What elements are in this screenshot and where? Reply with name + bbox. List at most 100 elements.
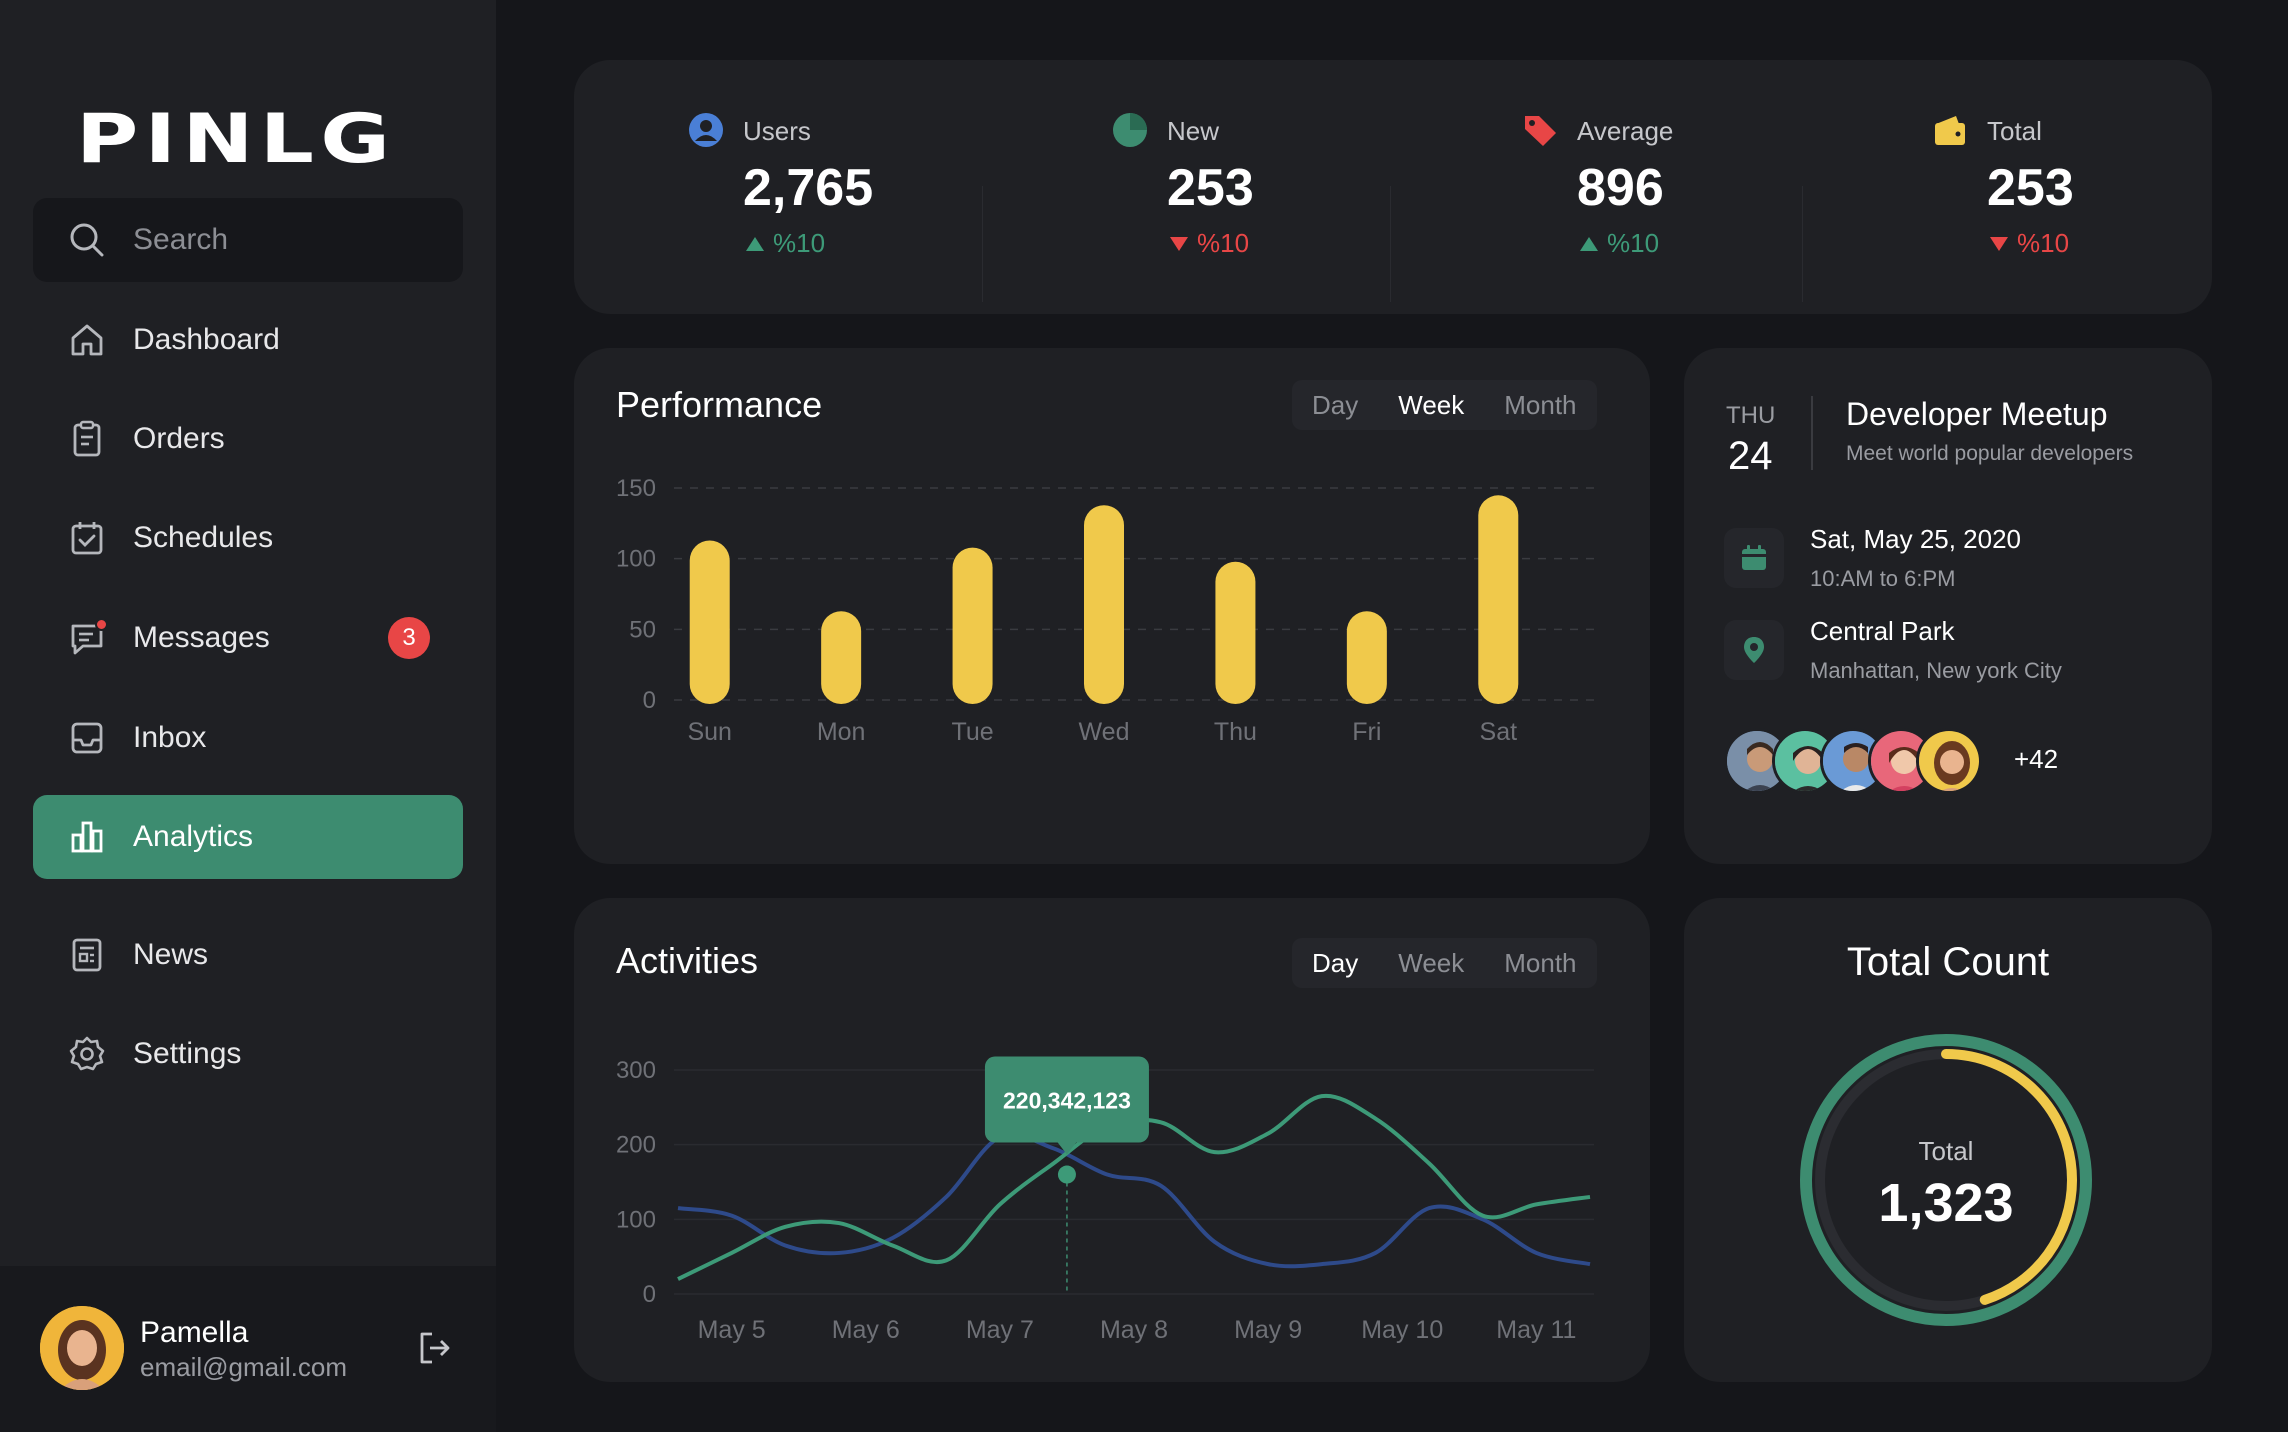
stat-label-average: Average — [1577, 116, 1674, 146]
x-tick-label: Sun — [687, 718, 731, 746]
total-count-donut — [1800, 1034, 2092, 1326]
x-tick-label: Tue — [951, 718, 993, 746]
tab-day[interactable]: Day — [1312, 389, 1359, 420]
stat-change-average: %10 — [1579, 228, 1659, 259]
user-circle-icon — [689, 113, 723, 147]
y-tick-label: 0 — [643, 1281, 656, 1308]
calendar-icon — [1742, 545, 1766, 570]
event-address: Manhattan, New york City — [1810, 658, 2062, 683]
x-tick-label: Wed — [1079, 718, 1130, 746]
nav-item-orders[interactable]: Orders — [33, 397, 463, 481]
activities-line-chart: 0 100 200 300 May 5 May 6 May 7 May 8 May 9 May 1… — [616, 1056, 1594, 1344]
stat-change-total: %10 — [1989, 228, 2069, 259]
progress-arc — [1815, 1049, 2077, 1311]
user-profile: Pamella email@gmail.com — [0, 1266, 496, 1432]
y-tick-label: 100 — [616, 546, 656, 573]
tab-week[interactable]: Week — [1398, 389, 1465, 420]
stat-value-users: 2,765 — [743, 159, 874, 217]
x-tick-label: May 6 — [832, 1316, 900, 1344]
nav-item-news[interactable]: News — [33, 913, 463, 997]
wallet-icon — [1935, 116, 1965, 145]
nav-label-orders: Orders — [133, 422, 225, 455]
stat-change-text: %10 — [1197, 228, 1250, 258]
performance-card: Performance Day Week Month 0 50 100 150 Sun M… — [574, 348, 1650, 864]
stat-label-total: Total — [1987, 116, 2042, 146]
nav-label-dashboard: Dashboard — [133, 323, 280, 356]
nav-label-settings: Settings — [133, 1037, 242, 1070]
nav-label-schedules: Schedules — [133, 521, 274, 554]
activities-title: Activities — [616, 940, 759, 981]
location-pin-icon — [1744, 637, 1764, 663]
performance-bar-chart: 0 50 100 150 Sun Mon Tue Wed Thu Fri Sat — [616, 478, 1594, 746]
nav-item-settings[interactable]: Settings — [33, 1012, 463, 1096]
y-tick-label: 50 — [629, 616, 656, 643]
total-count-value: 1,323 — [1878, 1173, 2014, 1233]
x-tick-label: May 8 — [1100, 1316, 1168, 1344]
logout-icon[interactable] — [414, 1328, 454, 1368]
event-when: Sat, May 25, 2020 — [1810, 524, 2022, 554]
stat-change-text: %10 — [2017, 228, 2070, 258]
event-place-icon-box — [1724, 620, 1784, 680]
news-icon — [72, 938, 102, 972]
stat-divider — [1802, 186, 1803, 302]
y-tick-label: 300 — [616, 1057, 656, 1084]
event-day: THU — [1726, 402, 1776, 429]
search-icon — [70, 223, 104, 257]
nav-item-inbox[interactable]: Inbox — [33, 696, 463, 780]
activities-card: Activities Day Week Month 0 100 200 300 May … — [574, 898, 1650, 1382]
event-divider — [1811, 396, 1813, 470]
calendar-check-icon — [71, 522, 103, 555]
y-tick-label: 150 — [616, 478, 656, 502]
y-tick-label: 0 — [643, 687, 656, 714]
stat-change-text: %10 — [1607, 228, 1660, 258]
nav-label-analytics: Analytics — [133, 820, 254, 853]
nav-item-schedules[interactable]: Schedules — [33, 496, 463, 580]
tooltip-box — [984, 1056, 1149, 1143]
avatar[interactable] — [40, 1306, 124, 1390]
tooltip-value: 220,342,123 — [1003, 1088, 1131, 1114]
nav-label-inbox: Inbox — [133, 721, 207, 754]
unread-dot — [95, 618, 108, 631]
event-title[interactable]: Developer Meetup — [1846, 396, 2108, 432]
stat-divider — [982, 186, 983, 302]
search-box[interactable] — [33, 198, 463, 282]
x-tick-label: May 11 — [1496, 1316, 1576, 1344]
user-name: Pamella — [140, 1316, 249, 1349]
event-place: Central Park — [1810, 616, 1955, 646]
home-icon — [71, 324, 103, 356]
event-subtitle: Meet world popular developers — [1846, 442, 2134, 465]
tab-day[interactable]: Day — [1312, 947, 1359, 978]
nav-item-messages[interactable]: Messages 3 — [33, 596, 463, 680]
attendee-more-count: +42 — [2014, 744, 2059, 774]
highlight-point[interactable] — [1057, 1165, 1076, 1184]
tag-icon — [1525, 116, 1556, 146]
tab-month[interactable]: Month — [1504, 389, 1577, 420]
performance-title: Performance — [616, 384, 823, 425]
stat-change-text: %10 — [773, 228, 826, 258]
sidebar: PINLG Dashboard Orders Schedules — [0, 0, 496, 1432]
nav-label-messages: Messages — [133, 621, 270, 654]
pie-icon — [1113, 113, 1147, 147]
stats-card — [574, 60, 2212, 314]
attendee-avatar — [1916, 728, 1982, 794]
stat-label-new: New — [1167, 116, 1220, 146]
tooltip-pointer — [1056, 1141, 1077, 1155]
x-tick-label: Thu — [1214, 718, 1257, 746]
event-time: 10:AM to 6:PM — [1810, 566, 1956, 591]
nav-item-analytics[interactable]: Analytics — [33, 795, 463, 879]
triangle-up-icon — [1580, 236, 1598, 251]
search-input[interactable] — [133, 223, 433, 257]
x-tick-label: Mon — [817, 718, 866, 746]
y-tick-label: 200 — [616, 1132, 656, 1159]
tab-month[interactable]: Month — [1504, 947, 1577, 978]
inbox-icon — [71, 722, 103, 754]
total-count-title: Total Count — [1846, 940, 2050, 984]
outer-ring — [1800, 1034, 2092, 1326]
nav-item-dashboard[interactable]: Dashboard — [33, 298, 463, 382]
activities-period-tabs: Day Week Month — [1292, 938, 1597, 988]
triangle-down-icon — [1170, 236, 1188, 251]
tab-week[interactable]: Week — [1398, 947, 1465, 978]
stat-value-new: 253 — [1167, 159, 1254, 217]
stat-label-users: Users — [743, 116, 811, 146]
triangle-down-icon — [1990, 236, 2008, 251]
